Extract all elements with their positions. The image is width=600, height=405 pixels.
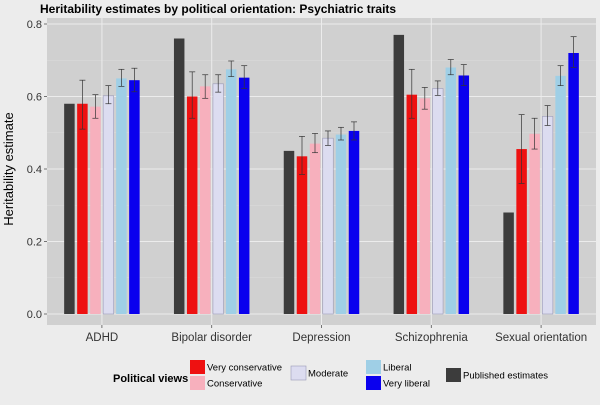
bar-published [173,38,185,314]
x-tick-label: Bipolar disorder [171,332,252,344]
error-bar [544,105,551,126]
error-bar [79,79,86,130]
legend: Political views Very conservative Conserva… [113,360,548,390]
y-axis-label: Heritability estimate [1,112,16,225]
error-bar [460,64,467,86]
error-bar [531,117,538,150]
bar-moderate [102,95,114,315]
error-bar [202,74,209,99]
bar-published [393,34,405,314]
error-bar [92,94,99,119]
legend-label: Very conservative [207,363,282,374]
error-bar [518,114,525,184]
bar-conservative [90,106,101,315]
legend-item-very_conservative: Very conservative [190,360,282,374]
error-bar [447,59,454,76]
error-bar [338,126,344,141]
bar-very_conservative [406,94,418,314]
bar-very_conservative [186,96,198,314]
x-tick-label: Depression [292,332,350,344]
bar-liberal [445,67,457,314]
bar-liberal [335,134,347,314]
error-bars [79,36,577,184]
bar-very_liberal [129,80,140,314]
bar-very_conservative [296,156,308,314]
error-bar [421,87,428,110]
error-bar [189,71,196,119]
error-bar [570,36,577,68]
bar-very_liberal [348,130,360,314]
y-tick-label: 0.0 [27,309,42,321]
x-axis: ADHD Bipolar disorder Depression Schizophre… [86,325,587,344]
y-tick-label: 0.6 [27,92,42,104]
error-bar [215,74,222,93]
legend-label: Conservative [207,379,262,390]
error-bar [299,136,305,175]
error-bar [228,60,235,77]
bar-conservative [529,133,540,314]
legend-swatch [446,368,461,382]
chart-title: Heritability estimates by political orie… [40,2,396,16]
legend-swatch [190,376,205,390]
error-bar [557,65,564,86]
legend-swatch [290,365,307,381]
bar-very_liberal [458,75,470,314]
legend-item-moderate: Moderate [290,365,348,381]
legend-item-conservative: Conservative [190,376,262,390]
legend-label: Very liberal [383,379,430,390]
y-tick-label: 0.2 [27,237,42,249]
bar-moderate [432,88,444,315]
legend-title: Political views [113,373,188,385]
bar-published [64,103,75,314]
y-axis: 0.0 0.2 0.4 0.6 0.8 [27,19,47,321]
error-bar [105,85,112,105]
error-bar [131,67,138,93]
y-tick-label: 0.4 [27,164,42,176]
bar-liberal [555,75,566,315]
bar-moderate [212,83,224,315]
error-bar [351,121,357,141]
bar-conservative [419,98,431,314]
bar-moderate [322,137,334,315]
legend-label: Published estimates [463,371,548,382]
bar-very_conservative [516,149,527,314]
legend-swatch [366,376,381,390]
x-tick-label: Sexual orientation [495,332,587,344]
legend-swatch [190,360,205,374]
bar-liberal [116,78,127,314]
legend-swatch [366,360,381,374]
bar-very_liberal [568,53,579,314]
legend-label: Moderate [308,369,348,380]
bar-moderate [542,116,554,315]
legend-item-liberal: Liberal [366,360,412,374]
legend-item-published: Published estimates [446,368,548,382]
bar-very_liberal [238,77,250,315]
error-bar [241,65,248,89]
bars [64,34,579,315]
error-bar [408,68,415,119]
error-bar [118,68,125,87]
bar-conservative [199,86,211,314]
bar-published [503,212,514,314]
x-tick-label: Schizophrenia [395,332,468,344]
bar-very_conservative [77,103,88,314]
bar-conservative [309,143,321,314]
bar-liberal [225,69,237,314]
legend-label: Liberal [383,363,412,374]
error-bar [325,130,331,146]
legend-item-very_liberal: Very liberal [366,376,430,390]
error-bar [312,133,318,154]
x-tick-label: ADHD [86,332,119,344]
error-bar [434,80,441,96]
y-tick-label: 0.8 [27,19,42,31]
bar-published [283,150,295,314]
